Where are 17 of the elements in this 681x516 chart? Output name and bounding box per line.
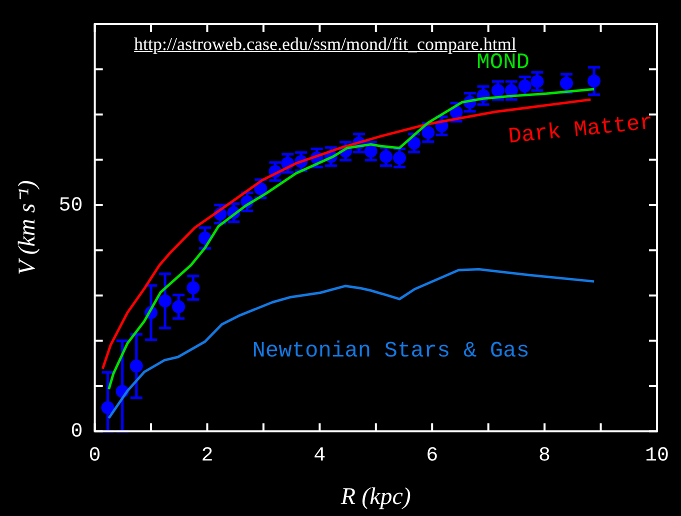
point: [186, 281, 200, 294]
text: Dark Matter: [507, 110, 654, 150]
y-axis-title: V (km s⁻¹): [14, 180, 41, 275]
point: [130, 360, 143, 373]
x-tick-label: 4: [314, 444, 326, 468]
x-tick-label: 8: [538, 444, 551, 468]
series-label: Newtonian Stars & Gas: [252, 338, 530, 364]
point: [101, 401, 114, 414]
x-tick-label: 0: [88, 444, 101, 468]
x-tick-label: 10: [644, 444, 670, 468]
point: [158, 294, 172, 308]
point: [172, 300, 186, 314]
x-axis-title: R (kpc): [340, 484, 411, 510]
y-tick-label: 50: [58, 194, 83, 218]
point: [588, 74, 601, 88]
x-tick-label: 2: [201, 444, 214, 468]
x-tick-label: 6: [426, 444, 438, 468]
